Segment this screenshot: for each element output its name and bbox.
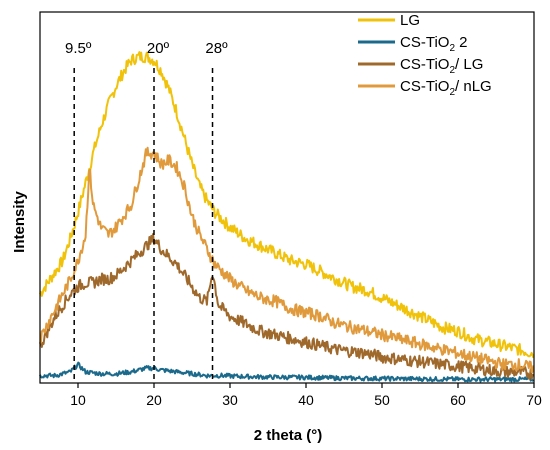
series-line-1 (39, 51, 535, 359)
x-tick-label-10: 10 (70, 392, 86, 408)
annotation-label-3: 28º (205, 40, 228, 57)
axes-layer: 10 20 30 40 50 60 70 (39, 11, 542, 408)
series-line-2 (39, 361, 534, 383)
x-tick-label-50: 50 (374, 392, 390, 408)
plot-frame (39, 11, 535, 384)
annotation-label-2: 20º (147, 40, 170, 57)
x-tick-label-30: 30 (222, 392, 238, 408)
series-line-3 (39, 233, 535, 380)
legend-label-2: CS-TiO2 2 (400, 34, 468, 54)
annotation-layer: 9.5º 20º 28º (65, 40, 228, 383)
y-axis-title: Intensity (11, 191, 28, 253)
x-tick-label-40: 40 (298, 392, 314, 408)
legend-label-4: CS-TiO2/ nLG (400, 78, 492, 98)
x-tick-label-20: 20 (146, 392, 162, 408)
annotation-label-1: 9.5º (65, 40, 92, 57)
legend-label-1: LG (400, 12, 420, 29)
series-layer (39, 51, 535, 383)
x-axis-title: 2 theta (°) (254, 427, 323, 444)
x-tick-label-70: 70 (526, 392, 542, 408)
series-line-4 (39, 146, 535, 373)
legend-label-3: CS-TiO2/ LG (400, 56, 483, 76)
x-tick-label-60: 60 (450, 392, 466, 408)
